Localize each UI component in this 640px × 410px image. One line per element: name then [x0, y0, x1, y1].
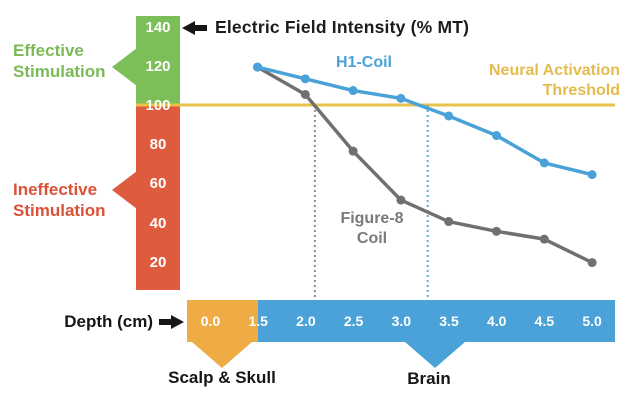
depth-axis-label-row: Depth (cm) — [58, 312, 184, 332]
neural-activation-threshold-label: Neural Activation Threshold — [489, 62, 620, 99]
h1-coil-series-label: H1-Coil — [336, 54, 392, 71]
effective-zone-pointer — [112, 48, 137, 86]
x-tick-label: 4.5 — [534, 313, 555, 329]
data-point-marker — [444, 217, 454, 227]
scalp-skull-axis-segment — [187, 300, 258, 342]
data-point-marker — [396, 93, 406, 103]
brain-axis-segment — [257, 300, 615, 342]
effective-stimulation-label: Effective Stimulation — [13, 41, 106, 81]
scalp-skull-pointer — [192, 342, 252, 368]
brain-pointer — [405, 342, 465, 368]
y-tick-label: 60 — [149, 175, 167, 193]
right-arrow-icon — [159, 315, 184, 329]
x-tick-label: 4.0 — [486, 313, 507, 329]
data-point-marker — [587, 170, 597, 180]
series-line — [256, 65, 593, 265]
y-tick-label: 120 — [145, 58, 171, 76]
chart-title: Electric Field Intensity (% MT) — [215, 17, 470, 37]
ineffective-zone-pointer — [112, 171, 137, 209]
x-tick-label: 2.5 — [343, 313, 364, 329]
ineffective-zone-bar — [136, 105, 180, 290]
series-line — [257, 65, 593, 177]
y-tick-label: 80 — [149, 136, 167, 154]
x-tick-label: 5.0 — [582, 313, 602, 329]
y-tick-label: 20 — [149, 253, 167, 271]
effective-zone-bar — [136, 16, 180, 105]
x-tick-label: 1.5 — [248, 313, 268, 329]
scalp-skull-label: Scalp & Skull — [168, 368, 276, 387]
data-point-marker — [539, 158, 549, 168]
data-point-marker — [300, 89, 310, 99]
data-point-marker — [396, 195, 406, 205]
chart-title-row: Electric Field Intensity (% MT) — [182, 17, 469, 38]
data-point-marker — [539, 234, 549, 244]
figure8-coil-series-label: Figure-8 Coil — [340, 210, 404, 247]
x-tick-label: 3.5 — [439, 313, 459, 329]
data-point-marker — [253, 62, 262, 72]
x-tick-label: 0.0 — [200, 313, 221, 329]
x-tick-label: 2.0 — [296, 313, 316, 329]
depth-axis-label: Depth (cm) — [64, 312, 153, 331]
data-point-marker — [492, 131, 501, 141]
y-tick-label: 40 — [149, 214, 167, 232]
data-point-marker — [444, 111, 454, 121]
ineffective-stimulation-label: Ineffective Stimulation — [13, 180, 106, 220]
data-point-marker — [587, 258, 597, 268]
data-point-marker — [348, 86, 358, 96]
y-tick-label: 100 — [145, 97, 171, 115]
data-point-marker — [492, 226, 501, 236]
left-arrow-icon — [182, 20, 207, 35]
data-point-marker — [300, 74, 310, 84]
y-tick-label: 140 — [145, 19, 171, 36]
data-point-marker — [348, 146, 358, 156]
brain-label: Brain — [407, 369, 451, 388]
x-tick-label: 3.0 — [391, 313, 412, 329]
